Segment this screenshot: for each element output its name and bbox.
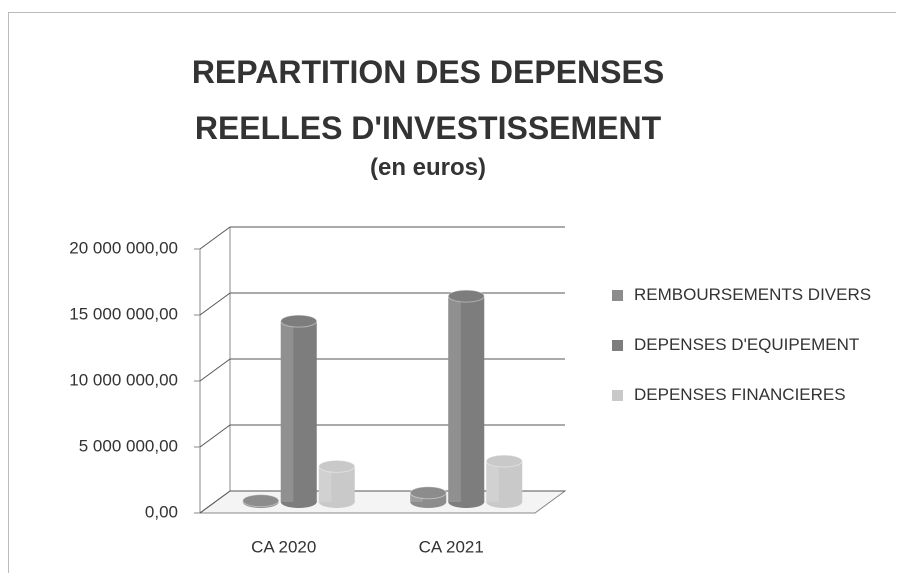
cylinder-shade xyxy=(486,461,499,502)
cylinder xyxy=(409,486,447,508)
legend-label: REMBOURSEMENTS DIVERS xyxy=(634,285,872,304)
chart-title: REPARTITION DES DEPENSES REELLES D'INVES… xyxy=(191,54,665,146)
cylinder-top xyxy=(409,486,447,500)
legend-entry: DEPENSES D'EQUIPEMENT xyxy=(612,332,877,358)
y-tick-label: 15 000 000,00 xyxy=(69,304,178,323)
cylinder-top xyxy=(318,459,356,473)
chart-subtitle: (en euros) xyxy=(369,154,486,181)
legend-label: DEPENSES FINANCIERES xyxy=(634,385,846,404)
legend-entry: DEPENSES FINANCIERES xyxy=(612,382,877,408)
cylinder-shade xyxy=(280,321,294,502)
cylinder xyxy=(318,459,356,508)
y-tick-label: 0,00 xyxy=(145,502,178,521)
cylinder-top xyxy=(485,454,523,468)
legend-label: DEPENSES D'EQUIPEMENT xyxy=(634,335,860,354)
legend-swatch xyxy=(612,340,623,351)
cylinder-top xyxy=(447,289,485,303)
cylinder xyxy=(485,454,523,508)
legend-swatch xyxy=(612,290,623,301)
cylinder-body xyxy=(486,461,523,502)
legend-entry: REMBOURSEMENTS DIVERS xyxy=(612,282,877,308)
y-tick-label: 20 000 000,00 xyxy=(69,238,178,257)
legend: REMBOURSEMENTS DIVERS DEPENSES D'EQUIPEME… xyxy=(612,282,877,432)
x-tick-label: CA 2020 xyxy=(251,537,316,556)
cylinder-shade xyxy=(448,296,461,502)
y-tick-label: 10 000 000,00 xyxy=(69,370,178,389)
cylinder-shade xyxy=(318,466,332,502)
grid-line xyxy=(199,358,231,382)
y-tick-label: 5 000 000,00 xyxy=(79,436,178,455)
cylinder-body xyxy=(280,321,317,502)
x-tick-label: CA 2021 xyxy=(419,537,484,556)
grid-line xyxy=(199,490,231,514)
cylinder-top xyxy=(280,314,318,328)
cylinder xyxy=(447,289,485,508)
cylinder-top xyxy=(242,494,280,508)
cylinder xyxy=(280,314,318,508)
cylinder-shade xyxy=(410,492,423,502)
cylinder-body xyxy=(448,296,485,502)
grid-line xyxy=(199,226,231,250)
grid-line xyxy=(199,424,231,448)
chart-frame xyxy=(8,12,896,573)
cylinder xyxy=(242,494,280,508)
grid-line xyxy=(199,292,231,316)
legend-swatch xyxy=(612,390,623,401)
